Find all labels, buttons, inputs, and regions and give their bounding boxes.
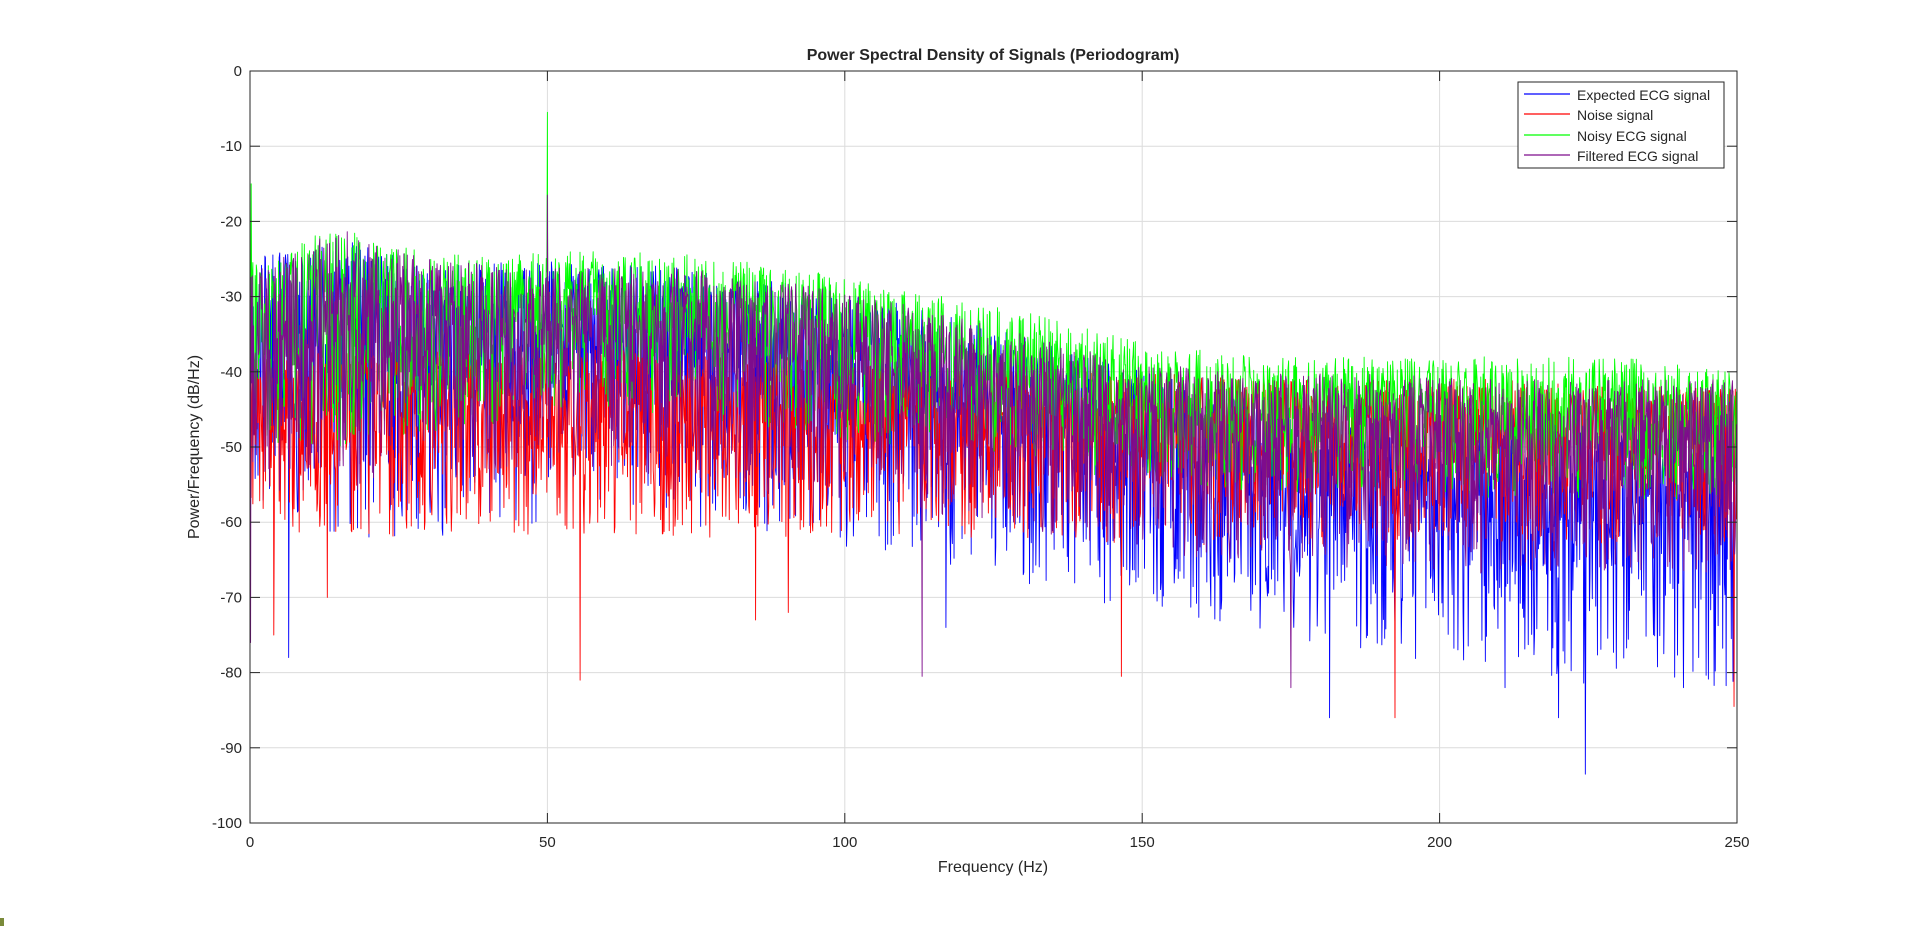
y-tick-label: -100	[212, 815, 242, 832]
legend-box	[1517, 81, 1725, 169]
y-tick-label: -60	[220, 514, 242, 531]
legend-item-expected: Expected ECG signal	[1524, 87, 1710, 103]
y-tick-label: 0	[234, 63, 242, 80]
legend-label-expected: Expected ECG signal	[1577, 87, 1710, 103]
x-tick-label: 150	[1130, 834, 1155, 851]
chart-title: Power Spectral Density of Signals (Perio…	[807, 47, 1180, 64]
window-corner-mark	[0, 918, 4, 926]
legend: Expected ECG signal Noise signal Noisy E…	[1517, 81, 1725, 169]
legend-item-noisy: Noisy ECG signal	[1524, 128, 1687, 144]
y-tick-label: -50	[220, 439, 242, 456]
y-tick-label: -20	[220, 213, 242, 230]
y-axis-label: Power/Frequency (dB/Hz)	[186, 355, 203, 539]
y-tick-label: -40	[220, 364, 242, 381]
y-tick-label: -90	[220, 740, 242, 757]
legend-item-noise: Noise signal	[1524, 107, 1653, 123]
series-line-filtered-ecg-signal	[249, 194, 1738, 689]
legend-label-noise: Noise signal	[1577, 107, 1653, 123]
legend-label-noisy: Noisy ECG signal	[1577, 128, 1687, 144]
y-tick-label: -70	[220, 589, 242, 606]
x-tick-label: 200	[1427, 834, 1452, 851]
x-axis-label: Frequency (Hz)	[938, 859, 1048, 876]
y-tick-label: -10	[220, 138, 242, 155]
x-tick-label: 0	[246, 834, 254, 851]
x-tick-label: 50	[539, 834, 556, 851]
y-tick-label: -80	[220, 665, 242, 682]
legend-item-filtered: Filtered ECG signal	[1524, 148, 1698, 164]
ticks: 0 50 100 150 200 250 0 -10 -20 -30 -40 -50 -60 -70 -80…	[212, 63, 1750, 851]
x-tick-label: 250	[1724, 834, 1749, 851]
series-layer	[249, 111, 1738, 775]
y-tick-label: -30	[220, 289, 242, 306]
legend-label-filtered: Filtered ECG signal	[1577, 148, 1698, 164]
x-tick-label: 100	[832, 834, 857, 851]
